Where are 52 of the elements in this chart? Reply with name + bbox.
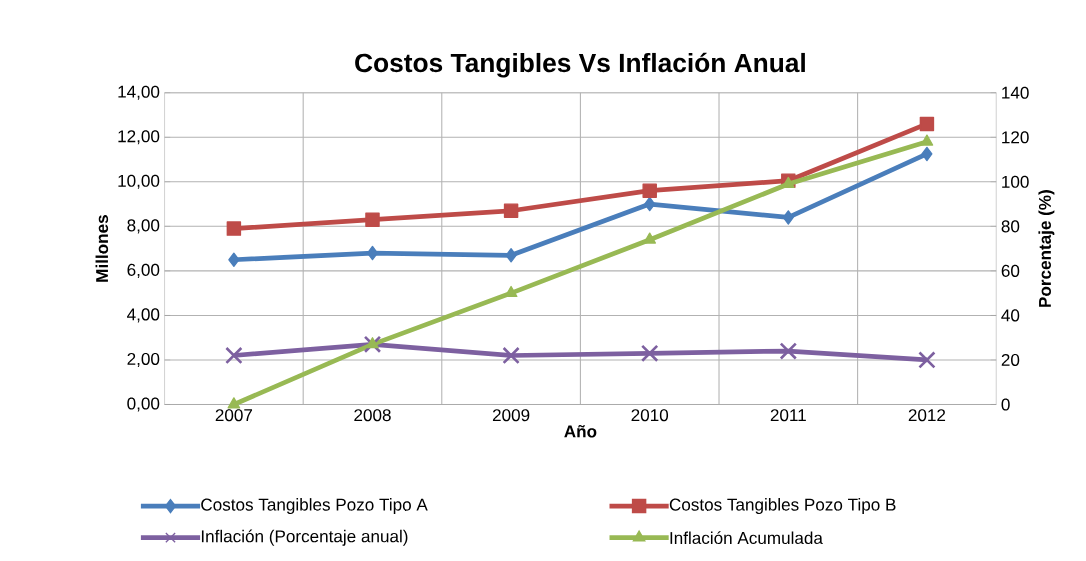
point bbox=[640, 344, 659, 362]
point bbox=[228, 252, 240, 267]
point bbox=[642, 183, 657, 198]
y2-tick-label: 20 bbox=[1001, 353, 1020, 366]
y-tick-label: 10,00 bbox=[118, 174, 160, 189]
point bbox=[363, 335, 382, 353]
y2-tick-label: 80 bbox=[1001, 220, 1020, 233]
y-tick-label: 4,00 bbox=[127, 308, 160, 323]
point bbox=[920, 134, 934, 146]
y-tick-label: 6,00 bbox=[127, 263, 160, 278]
point bbox=[504, 285, 518, 297]
y-axis-title: Millones bbox=[95, 214, 109, 282]
point bbox=[225, 346, 243, 365]
y2-tick-label: 0 bbox=[1001, 398, 1010, 411]
x-tick-label: 2011 bbox=[770, 408, 806, 422]
x-tick-label: 2009 bbox=[492, 408, 530, 422]
legend-label: Inflación (Porcentaje anual) bbox=[201, 529, 408, 546]
point bbox=[918, 351, 936, 369]
x-tick-label: 2010 bbox=[631, 408, 669, 422]
y-tick-label: 12,00 bbox=[118, 130, 160, 145]
point bbox=[365, 212, 380, 227]
chart-title: Costos Tangibles Vs Inflación Anual bbox=[355, 52, 805, 78]
x-tick-label: 2008 bbox=[354, 408, 391, 422]
point bbox=[782, 210, 794, 225]
x-tick-label: 2012 bbox=[908, 408, 946, 422]
y-tick-label: 2,00 bbox=[127, 352, 160, 367]
point bbox=[919, 116, 935, 131]
y2-tick-label: 140 bbox=[1002, 86, 1029, 99]
y2-tick-label: 40 bbox=[1001, 309, 1020, 322]
point bbox=[366, 245, 379, 261]
point bbox=[505, 247, 517, 263]
point bbox=[921, 146, 933, 162]
y-tick-label: 8,00 bbox=[127, 219, 160, 234]
point bbox=[226, 221, 242, 236]
point bbox=[643, 232, 657, 244]
point bbox=[779, 342, 798, 360]
point bbox=[502, 346, 520, 365]
y2-tick-label: 60 bbox=[1001, 264, 1020, 277]
point bbox=[227, 397, 241, 409]
legend-label: Costos Tangibles Pozo Tipo B bbox=[669, 497, 896, 514]
y-tick-label: 0,00 bbox=[127, 397, 160, 412]
x-axis-title: Año bbox=[564, 424, 597, 438]
point bbox=[503, 203, 519, 218]
y2-tick-label: 120 bbox=[1002, 131, 1029, 144]
legend-label: Costos Tangibles Pozo Tipo A bbox=[201, 497, 428, 514]
y2-tick-label: 100 bbox=[1002, 175, 1029, 188]
x-tick-label: 2007 bbox=[215, 408, 253, 422]
point bbox=[366, 336, 379, 349]
y2-axis-title: Porcentaje (%) bbox=[1038, 189, 1055, 307]
point bbox=[644, 196, 656, 212]
y-tick-label: 14,00 bbox=[118, 85, 160, 100]
legend-label: Inflación Acumulada bbox=[670, 531, 823, 544]
